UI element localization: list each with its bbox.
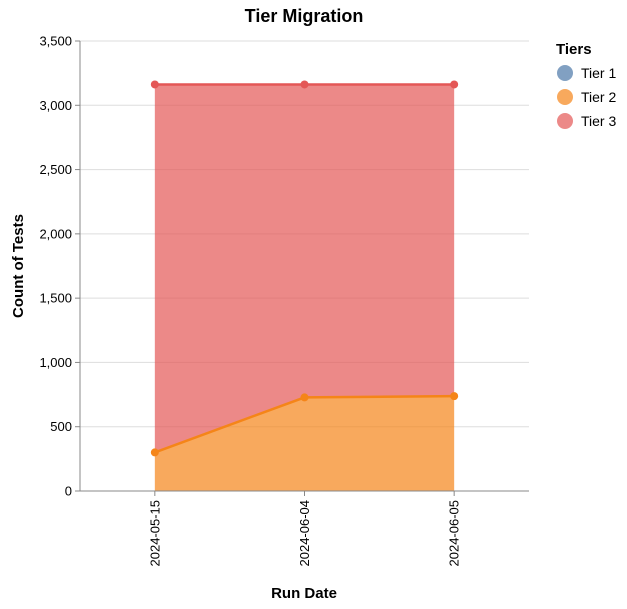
y-axis-title: Count of Tests: [10, 214, 27, 318]
y-tick-label-1500: 1,500: [39, 291, 72, 306]
point-tier-3-2024-06-05: [450, 80, 459, 89]
series-points: [150, 80, 459, 457]
point-tier-2-2024-06-04: [300, 393, 309, 402]
legend-label-tier-2: Tier 2: [581, 89, 616, 105]
y-tick-label-1000: 1,000: [39, 355, 72, 370]
y-tick-label-2500: 2,500: [39, 162, 72, 177]
y-tick-label-2000: 2,000: [39, 226, 72, 241]
legend-symbol-tier-1: [557, 65, 573, 81]
y-tick-label-3000: 3,000: [39, 98, 72, 113]
point-tier-2-2024-06-05: [450, 392, 459, 401]
chart-title: Tier Migration: [245, 6, 364, 26]
y-tick-label-0: 0: [65, 484, 72, 499]
legend-title: Tiers: [556, 41, 592, 58]
y-tick-label-3500: 3,500: [39, 34, 72, 49]
stacked-areas: [154, 84, 455, 491]
legend-label-tier-1: Tier 1: [581, 65, 616, 81]
x-tick-label-2024-05-15: 2024-05-15: [147, 500, 162, 567]
x-tick-label-2024-06-04: 2024-06-04: [297, 500, 312, 567]
x-axis-title: Run Date: [271, 585, 337, 602]
legend-label-tier-3: Tier 3: [581, 113, 616, 129]
legend-symbol-tier-3: [557, 113, 573, 129]
point-tier-3-2024-06-04: [300, 80, 309, 89]
x-tick-label-2024-06-05: 2024-06-05: [447, 500, 462, 567]
legend-symbol-tier-2: [557, 89, 573, 105]
legend: Tiers Tier 1 Tier 2 Tier 3: [556, 41, 616, 129]
y-tick-label-500: 500: [50, 419, 72, 434]
area-tier-3: [154, 84, 455, 453]
area-tier-2: [154, 396, 455, 491]
point-tier-3-2024-05-15: [150, 80, 159, 89]
axes: 0 500 1,000 1,500 2,000 2,500 3,000 3,500 2024-0…: [39, 34, 529, 567]
point-tier-2-2024-05-15: [150, 448, 159, 457]
